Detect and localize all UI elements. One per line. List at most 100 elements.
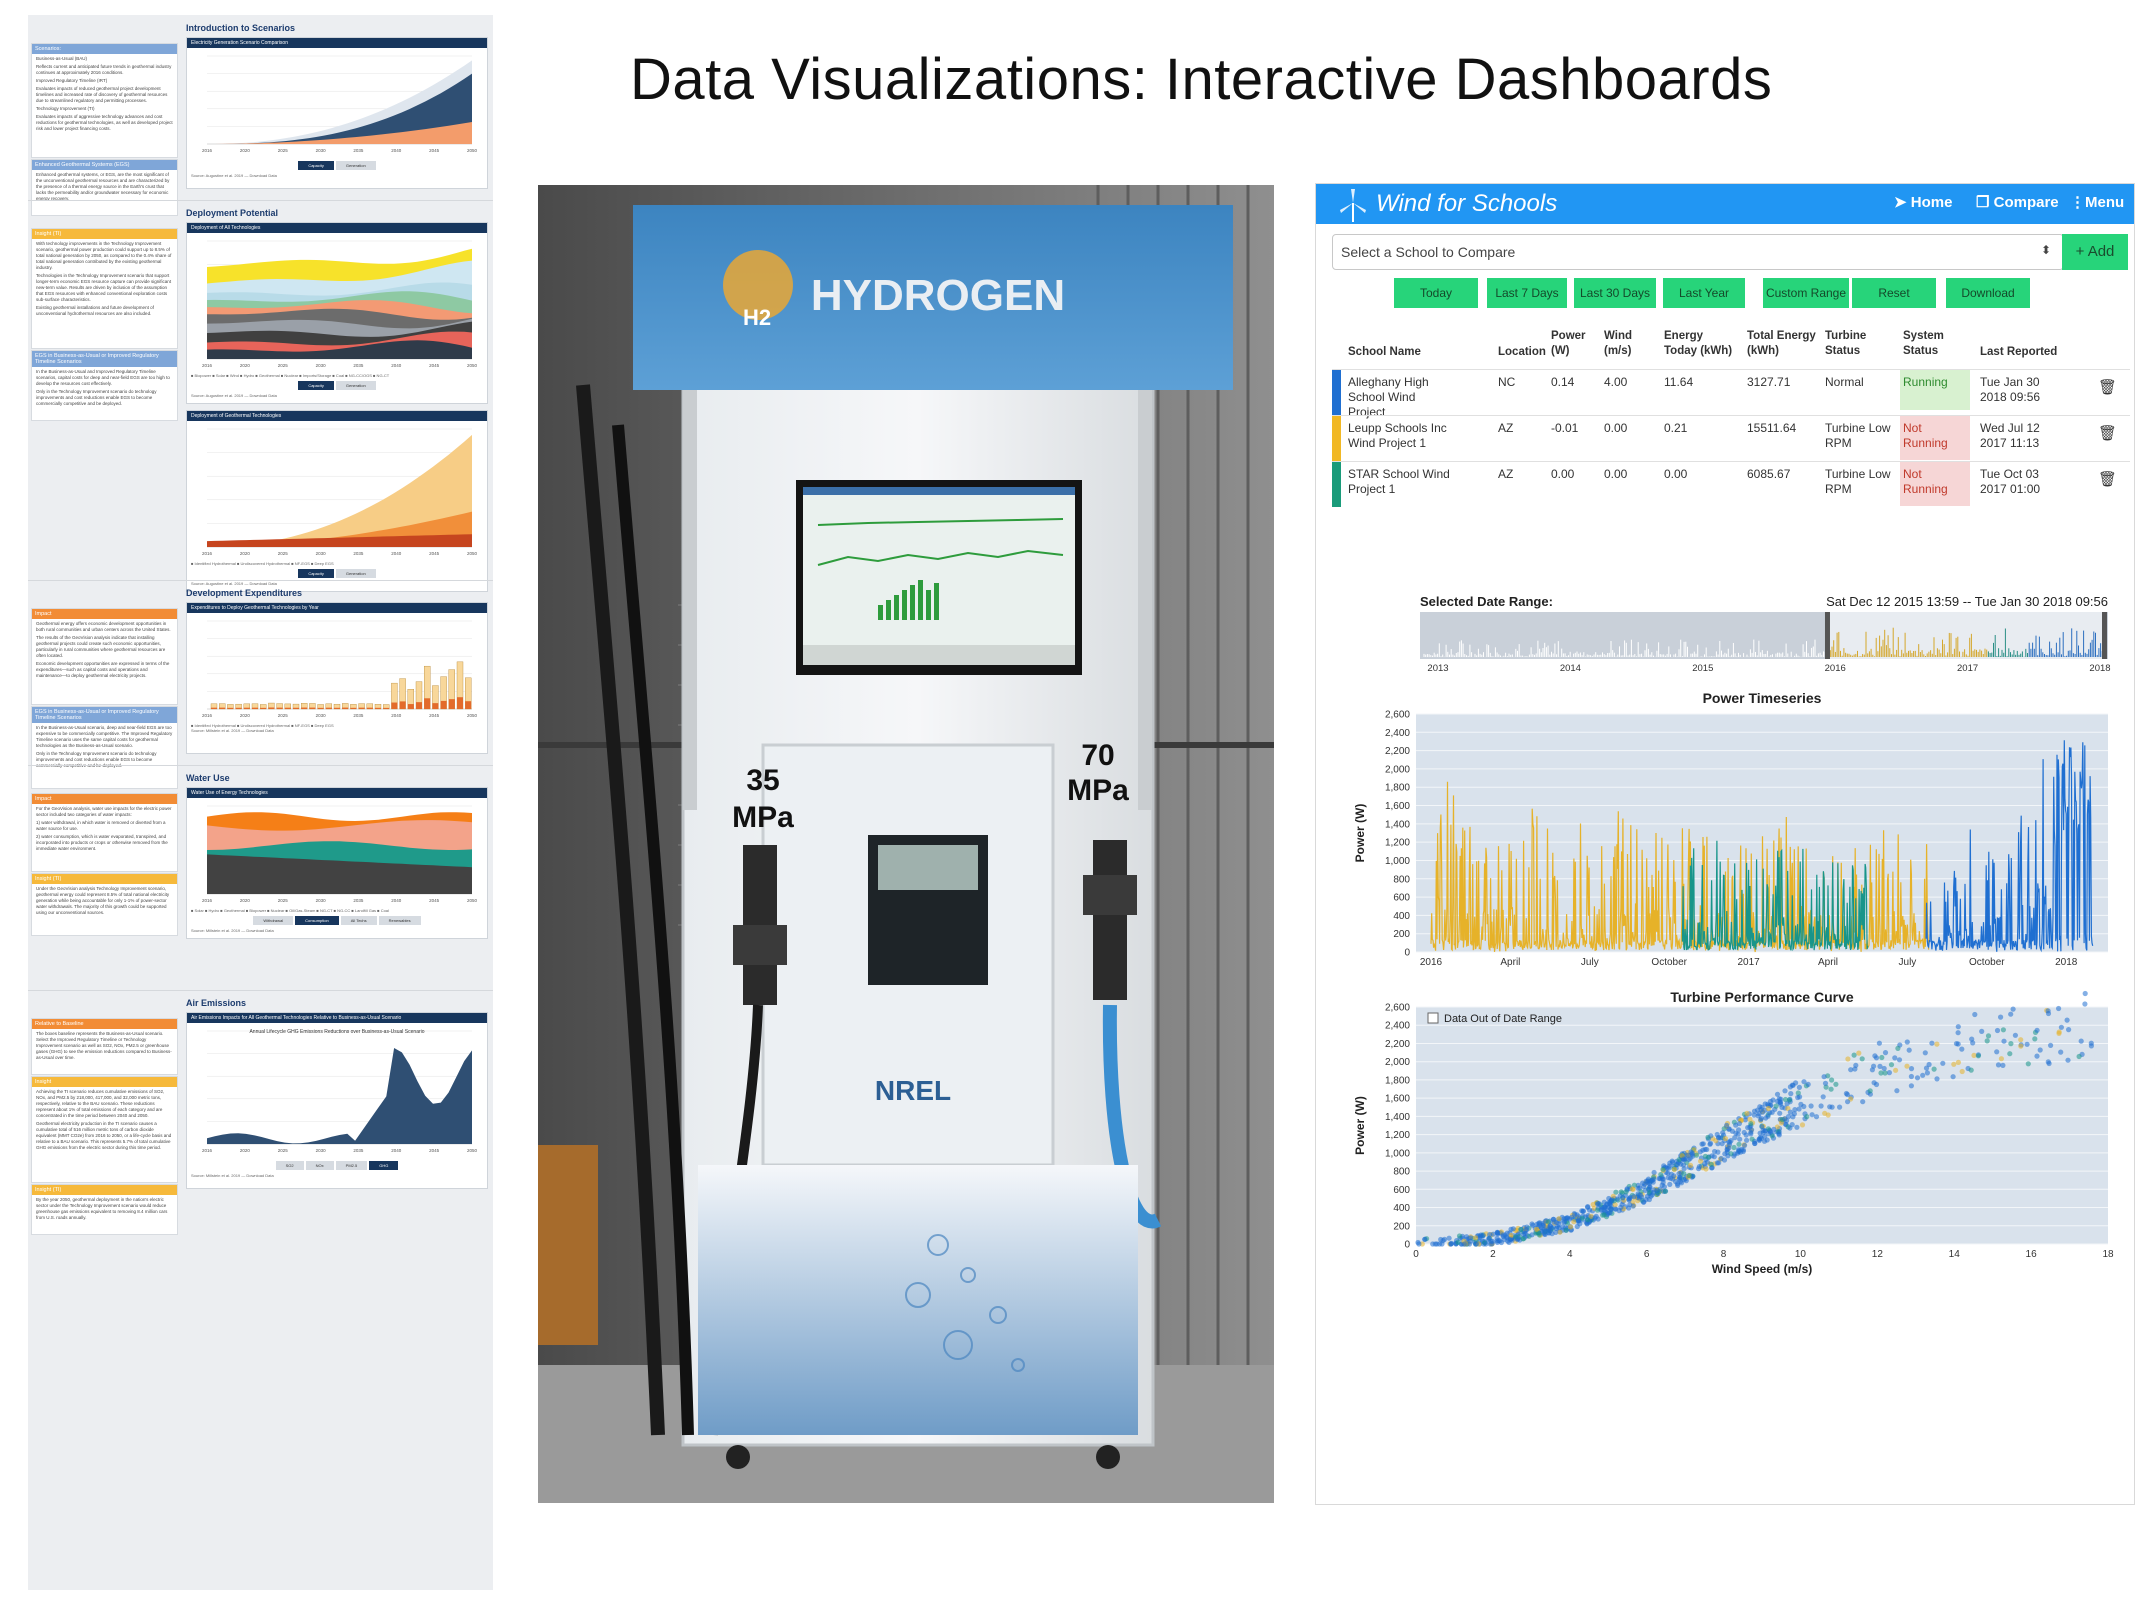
mini-bar	[284, 707, 291, 709]
scatter-point	[1697, 1149, 1703, 1155]
scatter-point	[1756, 1136, 1763, 1142]
chart-tab[interactable]: Consumption	[295, 916, 339, 925]
chart-tab[interactable]: Generation	[335, 381, 376, 390]
chart-tab[interactable]: NOx	[305, 1161, 334, 1170]
y-tick: 1,400	[1385, 819, 1410, 830]
chart-tab[interactable]: GHG	[369, 1161, 399, 1170]
scatter-point	[1739, 1146, 1745, 1152]
range-button-last-30-days[interactable]: Last 30 Days	[1574, 278, 1656, 308]
chart-source: Source: Augustine et al. 2019 — Download…	[191, 173, 277, 178]
chart-tab[interactable]: Renewables	[378, 916, 421, 925]
table-row[interactable]: Alleghany High School Wind Project NC 0.14…	[1332, 369, 2130, 419]
note-text: Business-as-Usual (BAU)	[36, 56, 88, 61]
note-text: Only in the Technology Improvement scena…	[36, 389, 157, 406]
chart-tab[interactable]: SO2	[275, 1161, 304, 1170]
scatter-point	[1489, 1241, 1495, 1247]
mini-bar	[432, 703, 439, 709]
scatter-point	[1554, 1225, 1560, 1232]
section-title: Development Expenditures	[186, 588, 303, 598]
scatter-point	[1557, 1229, 1563, 1235]
range-button-download[interactable]: Download	[1946, 278, 2030, 308]
scatter-xlabel: Wind Speed (m/s)	[1712, 1262, 1813, 1276]
mini-tick: 2025	[278, 713, 289, 718]
note-header: Insight (TI)	[32, 229, 177, 239]
mini-bar	[211, 707, 217, 709]
table-cell: Tue Oct 03 2017 01:00	[1980, 467, 2041, 496]
navigator-tick: 2015	[1692, 663, 1713, 674]
delete-row-icon[interactable]: 🗑	[2098, 471, 2118, 488]
delete-row-icon[interactable]: 🗑	[2098, 379, 2118, 396]
scatter-point	[1940, 1060, 1946, 1066]
scatter-point	[1700, 1141, 1706, 1147]
section-divider	[28, 200, 493, 201]
mini-bar	[325, 707, 332, 709]
chart-tab[interactable]: PM2.5	[335, 1161, 368, 1170]
scatter-point	[1529, 1221, 1535, 1227]
scatter-point	[1609, 1197, 1615, 1203]
x-tick: October	[1969, 957, 2005, 968]
scatter-point	[1687, 1162, 1694, 1168]
note-header: EGS in Business-as-Usual or Improved Reg…	[32, 351, 177, 367]
range-button-reset[interactable]: Reset	[1852, 278, 1936, 308]
scatter-point	[1711, 1154, 1717, 1160]
scatter-point	[1908, 1083, 1914, 1089]
nav-compare[interactable]: ❐ Compare	[1976, 193, 2059, 211]
mini-bar	[407, 704, 414, 709]
school-select[interactable]: Select a School to Compare ⬍	[1332, 234, 2064, 270]
mini-tick: 2045	[429, 363, 440, 368]
add-school-button[interactable]: + Add	[2062, 234, 2128, 270]
scatter-point	[1825, 1112, 1831, 1118]
chart-tab[interactable]: Capacity	[298, 569, 334, 578]
scatter-point	[1837, 1104, 1843, 1110]
range-handle-right[interactable]	[2102, 612, 2107, 659]
note-text: Technologies in the Technology Improveme…	[36, 273, 172, 302]
scatter-point	[1959, 1046, 1965, 1052]
range-button-last-year[interactable]: Last Year	[1663, 278, 1745, 308]
mini-area	[207, 1048, 472, 1144]
mini-bar	[440, 700, 447, 709]
scatter-point	[1770, 1097, 1776, 1103]
y-tick: 1,800	[1385, 1075, 1410, 1086]
mini-bar	[301, 707, 308, 709]
range-handle-left[interactable]	[1824, 612, 1830, 659]
x-tick: 16	[2026, 1249, 2038, 1260]
note-text: Reflects current and anticipated future …	[36, 64, 172, 75]
scatter-point	[1801, 1103, 1807, 1110]
nav-home[interactable]: ➤ Home	[1894, 193, 1952, 211]
chart-tab[interactable]: Generation	[335, 569, 376, 578]
chart-tab[interactable]: All Techs	[340, 916, 377, 925]
navigator-tick: 2018	[2089, 663, 2110, 674]
table-cell: Turbine Low RPM	[1825, 421, 1891, 450]
range-button-today[interactable]: Today	[1394, 278, 1478, 308]
scatter-point	[1696, 1164, 1702, 1170]
range-selection[interactable]	[1827, 612, 2104, 659]
range-button-last-7-days[interactable]: Last 7 Days	[1487, 278, 1567, 308]
note-header: EGS in Business-as-Usual or Improved Reg…	[32, 707, 177, 723]
scatter-point	[1951, 1061, 1957, 1067]
delete-row-icon[interactable]: 🗑	[2098, 425, 2118, 442]
chart-tab[interactable]: Generation	[335, 161, 376, 170]
range-button-custom-range[interactable]: Custom Range	[1763, 278, 1849, 308]
scatter-point	[1675, 1182, 1681, 1189]
chart-tab[interactable]: Capacity	[298, 161, 334, 170]
scatter-point	[1926, 1061, 1932, 1068]
out-of-range-checkbox[interactable]	[1427, 1012, 1439, 1024]
chart-tab[interactable]: Withdrawal	[253, 916, 294, 925]
app-brand[interactable]: Wind for Schools	[1376, 190, 1558, 217]
nav-menu-label: Menu	[2085, 194, 2125, 211]
scatter-point	[1662, 1188, 1668, 1194]
note-card: EGS in Business-as-Usual or Improved Reg…	[31, 706, 178, 789]
mini-tick: 2045	[429, 898, 440, 903]
table-row[interactable]: Leupp Schools Inc Wind Project 1 AZ -0.01 0…	[1332, 415, 2130, 461]
mini-tick: 2030	[316, 363, 327, 368]
scatter-point	[1626, 1205, 1632, 1211]
mini-tick: 2016	[202, 898, 213, 903]
chart-tab[interactable]: Capacity	[298, 381, 334, 390]
table-row[interactable]: STAR School Wind Project 1 AZ 0.00 0.00 0.00…	[1332, 461, 2130, 507]
scatter-point	[1698, 1158, 1704, 1164]
scatter-point	[1820, 1094, 1826, 1100]
nav-menu[interactable]: ⋮Menu	[2070, 193, 2124, 211]
table-cell: 4.00	[1604, 375, 1628, 389]
chart-legend: ■ Identified Hydrothermal ■ Undiscovered…	[191, 561, 334, 566]
y-tick: 800	[1393, 1167, 1410, 1178]
